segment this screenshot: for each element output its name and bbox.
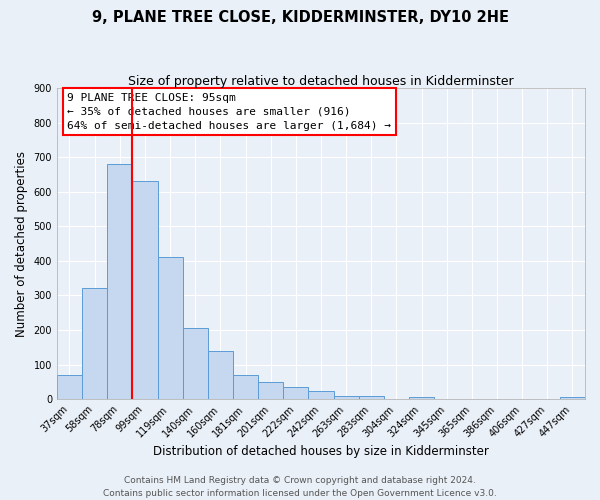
Bar [107, 164, 133, 399]
Bar [82, 288, 107, 399]
Bar [560, 396, 585, 399]
Bar [182, 328, 208, 399]
Bar [334, 396, 359, 399]
Text: 9, PLANE TREE CLOSE, KIDDERMINSTER, DY10 2HE: 9, PLANE TREE CLOSE, KIDDERMINSTER, DY10… [91, 10, 509, 25]
Bar [308, 392, 334, 399]
Text: Contains HM Land Registry data © Crown copyright and database right 2024.
Contai: Contains HM Land Registry data © Crown c… [103, 476, 497, 498]
X-axis label: Distribution of detached houses by size in Kidderminster: Distribution of detached houses by size … [153, 444, 489, 458]
Bar [359, 396, 384, 399]
Bar [409, 398, 434, 399]
Bar [57, 375, 82, 399]
Text: 9 PLANE TREE CLOSE: 95sqm
← 35% of detached houses are smaller (916)
64% of semi: 9 PLANE TREE CLOSE: 95sqm ← 35% of detac… [67, 92, 391, 130]
Bar [258, 382, 283, 399]
Bar [283, 387, 308, 399]
Y-axis label: Number of detached properties: Number of detached properties [15, 150, 28, 336]
Title: Size of property relative to detached houses in Kidderminster: Size of property relative to detached ho… [128, 75, 514, 88]
Bar [233, 375, 258, 399]
Bar [208, 350, 233, 399]
Bar [158, 258, 182, 399]
Bar [133, 182, 158, 399]
